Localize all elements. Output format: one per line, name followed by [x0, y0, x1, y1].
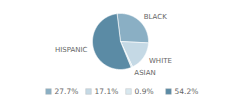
svg-text:BLACK: BLACK: [144, 13, 167, 21]
svg-text:0.9%: 0.9%: [135, 87, 154, 96]
svg-text:ASIAN: ASIAN: [134, 69, 155, 77]
svg-text:27.7%: 27.7%: [55, 87, 79, 96]
svg-text:WHITE: WHITE: [149, 57, 172, 65]
svg-text:54.2%: 54.2%: [175, 87, 199, 96]
svg-text:HISPANIC: HISPANIC: [55, 46, 88, 54]
svg-text:17.1%: 17.1%: [95, 87, 119, 96]
